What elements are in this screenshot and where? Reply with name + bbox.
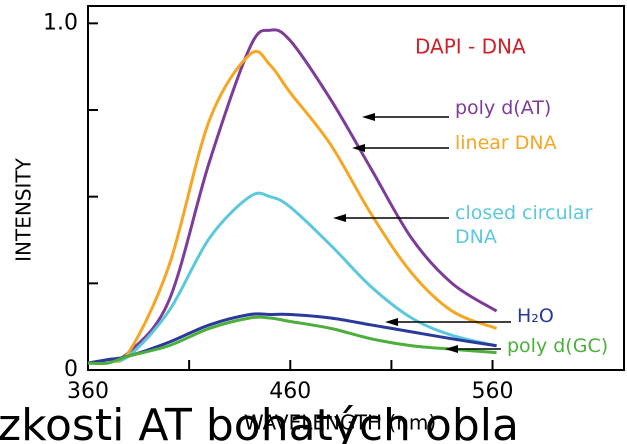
series-label: H₂O — [517, 305, 554, 327]
y-axis-label: INTENSITY — [12, 157, 36, 261]
series-line — [87, 28, 498, 365]
series-label: closed circular DNA — [455, 202, 593, 248]
series-label: linear DNA — [455, 132, 557, 154]
chart-annotation: DAPI - DNA — [415, 35, 526, 59]
series-line — [87, 49, 498, 365]
label-arrowhead — [362, 113, 375, 121]
label-arrowhead — [445, 345, 458, 353]
series-label: poly d(GC) — [507, 335, 609, 357]
caption: zkosti AT bohatých obla — [0, 400, 519, 444]
plot-frame — [87, 5, 625, 371]
x-tick-label: 560 — [472, 379, 514, 404]
x-tick-label: 360 — [67, 379, 109, 404]
label-arrowhead — [385, 318, 398, 326]
x-tick-label: 460 — [269, 379, 311, 404]
y-tick-label: 0 — [64, 357, 78, 382]
label-arrowhead — [333, 214, 346, 222]
y-tick-label: 1.0 — [43, 10, 78, 35]
series-label: poly d(AT) — [455, 97, 552, 119]
label-arrowhead — [352, 144, 365, 152]
series-line — [87, 315, 497, 366]
x-axis-label: WAVELENGTH (nm) — [244, 411, 436, 435]
